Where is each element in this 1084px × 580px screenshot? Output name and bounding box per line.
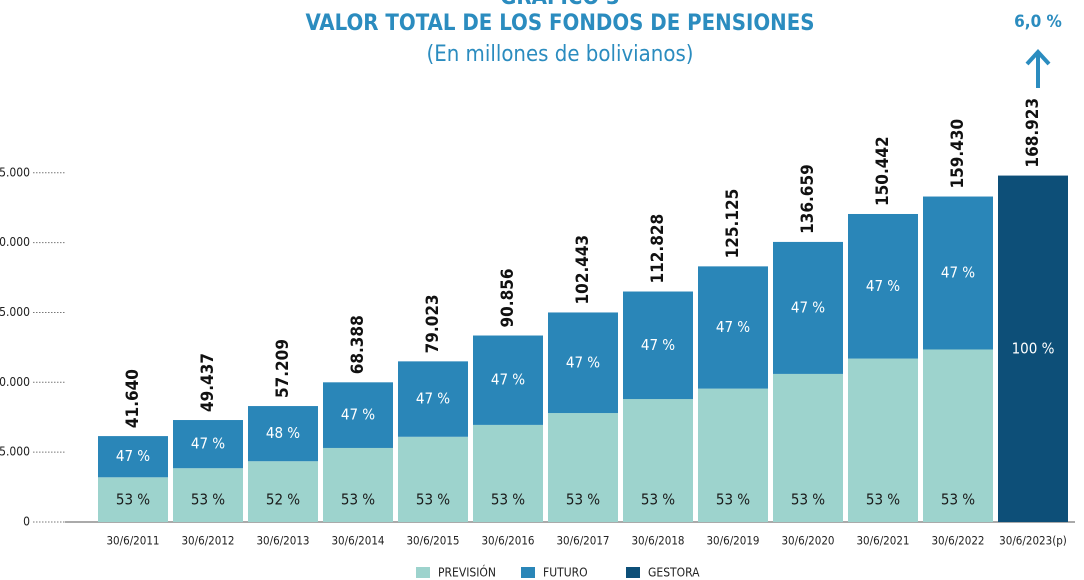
segment-label: 53 % xyxy=(341,491,375,509)
legend-label: PREVISIÓN xyxy=(438,565,496,580)
legend-swatch xyxy=(626,567,640,578)
x-tick-label: 30/6/2011 xyxy=(106,534,159,548)
bar-segment xyxy=(98,436,168,478)
x-tick-label: 30/6/2015 xyxy=(406,534,459,548)
x-tick-label: 30/6/2020 xyxy=(781,534,834,548)
x-tick-label: 30/6/2019 xyxy=(706,534,759,548)
legend-label: GESTORA xyxy=(648,566,700,580)
total-label: 150.442 xyxy=(873,136,893,206)
total-label: 57.209 xyxy=(273,339,293,398)
legend-swatch xyxy=(521,567,535,578)
bar-segment xyxy=(398,361,468,437)
segment-label: 47 % xyxy=(191,435,225,453)
x-tick-label: 30/6/2018 xyxy=(631,534,684,548)
segment-label: 53 % xyxy=(941,491,975,509)
segment-label: 47 % xyxy=(791,298,825,316)
bar-segment xyxy=(848,358,918,522)
arrow xyxy=(1025,49,1051,88)
segment-label: 53 % xyxy=(866,491,900,509)
segment-label: 53 % xyxy=(191,491,225,509)
total-label: 102.443 xyxy=(573,235,593,305)
segment-label: 53 % xyxy=(491,491,525,509)
x-tick-label: 30/6/2023(p) xyxy=(999,534,1067,548)
bar-segment xyxy=(548,312,618,414)
bar-segment xyxy=(248,461,318,522)
chart-subtitle: VALOR TOTAL DE LOS FONDOS DE PENSIONES xyxy=(305,11,814,36)
total-label: 90.856 xyxy=(498,268,518,327)
bar-segment xyxy=(623,291,693,400)
total-label: 68.388 xyxy=(348,315,368,374)
bar-segment xyxy=(473,335,543,425)
bar-segment xyxy=(698,266,768,389)
bar-segment xyxy=(173,420,243,469)
x-tick-label: 30/6/2012 xyxy=(181,534,234,548)
y-tick-label: 0 xyxy=(23,515,30,529)
bar-segment xyxy=(923,196,993,350)
bar-segment xyxy=(323,447,393,522)
segment-label: 53 % xyxy=(716,491,750,509)
chart-note: (En millones de bolivianos) xyxy=(426,42,693,67)
y-tick-label: 15.000 xyxy=(0,305,30,319)
bar-segment xyxy=(98,477,168,522)
x-tick-label: 30/6/2016 xyxy=(481,534,534,548)
bar-segment xyxy=(473,424,543,522)
total-label: 112.828 xyxy=(648,214,668,284)
segment-label: 53 % xyxy=(416,491,450,509)
y-tick-label: 10.000 xyxy=(0,375,30,389)
bar-segment xyxy=(623,399,693,522)
segment-label: 47 % xyxy=(941,264,975,282)
segment-label: 48 % xyxy=(266,424,300,442)
total-label: 125.125 xyxy=(723,189,743,259)
x-tick-label: 30/6/2013 xyxy=(256,534,309,548)
x-tick-label: 30/6/2022 xyxy=(931,534,984,548)
legend-label: FUTURO xyxy=(543,566,588,580)
segment-label: 53 % xyxy=(116,491,150,509)
bar-segment xyxy=(773,241,843,374)
bar-segment xyxy=(248,406,318,462)
y-tick-label: 5.000 xyxy=(0,445,30,459)
y-tick-label: 25.000 xyxy=(0,165,30,179)
bar-segment xyxy=(398,436,468,522)
annotation: 6,0 % xyxy=(1014,12,1062,32)
segment-label: 47 % xyxy=(491,371,525,389)
segment-label: 47 % xyxy=(866,277,900,295)
segment-label: 52 % xyxy=(266,491,300,509)
segment-label: 53 % xyxy=(566,491,600,509)
segment-label: 53 % xyxy=(641,491,675,509)
segment-label: 47 % xyxy=(341,406,375,424)
segment-label: 47 % xyxy=(641,336,675,354)
total-label: 168.923 xyxy=(1023,98,1043,168)
total-label: 41.640 xyxy=(123,369,143,428)
bar-segment xyxy=(173,468,243,522)
x-tick-label: 30/6/2017 xyxy=(556,534,609,548)
segment-label: 47 % xyxy=(716,318,750,336)
segment-label: 47 % xyxy=(566,353,600,371)
y-tick-label: 20.000 xyxy=(0,235,30,249)
legend-swatch xyxy=(416,567,430,578)
total-label: 159.430 xyxy=(948,119,968,189)
total-label: 79.023 xyxy=(423,294,443,353)
bar-segment xyxy=(773,373,843,522)
bar-segment xyxy=(698,388,768,522)
total-label: 136.659 xyxy=(798,164,818,234)
bar-segment xyxy=(923,349,993,522)
bar-segment xyxy=(848,213,918,359)
segment-label: 47 % xyxy=(116,447,150,465)
x-tick-label: 30/6/2021 xyxy=(856,534,909,548)
chart-title: GRÁFICO 3 xyxy=(500,0,620,10)
bar-segment xyxy=(548,413,618,522)
x-tick-label: 30/6/2014 xyxy=(331,534,384,548)
total-label: 49.437 xyxy=(198,353,218,412)
segment-label: 47 % xyxy=(416,390,450,408)
segment-label: 100 % xyxy=(1012,339,1055,357)
segment-label: 53 % xyxy=(791,491,825,509)
bar-segment xyxy=(998,175,1068,522)
bar-segment xyxy=(323,382,393,448)
